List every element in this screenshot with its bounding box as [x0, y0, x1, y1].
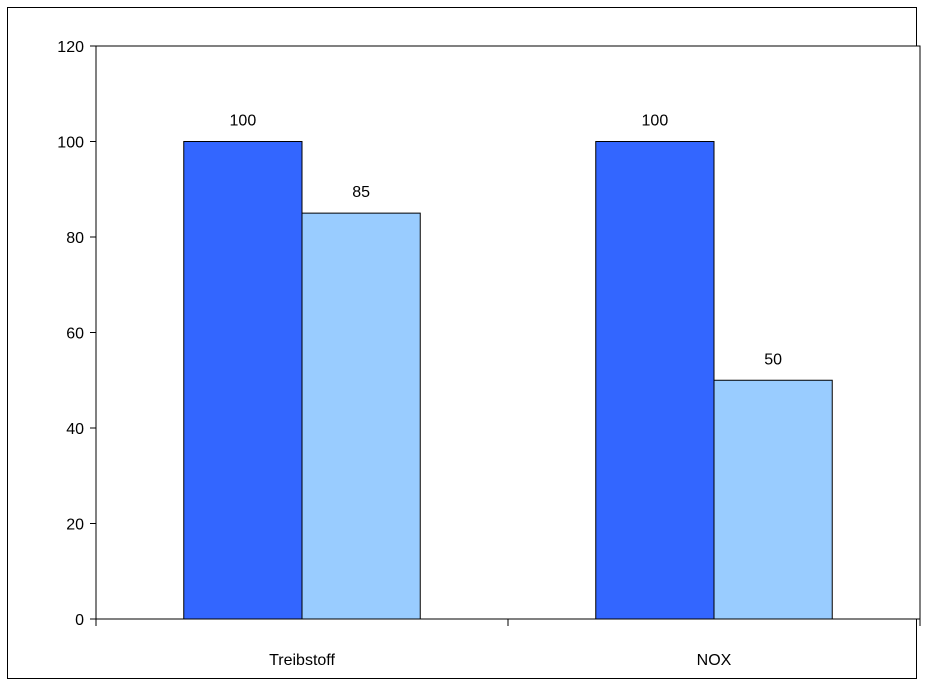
data-label: 85	[352, 184, 370, 201]
y-tick-label: 0	[75, 612, 84, 629]
data-label: 100	[230, 113, 257, 130]
y-tick-label: 20	[66, 517, 84, 534]
bar	[713, 379, 833, 620]
y-tick-label: 60	[66, 326, 84, 343]
bar	[595, 141, 715, 620]
y-tick-label: 40	[66, 421, 84, 438]
data-label: 50	[764, 351, 782, 368]
y-axis: 0 20 40 60 80 100 120	[57, 39, 96, 629]
x-tick-label: Treibstoff	[269, 652, 335, 669]
data-labels: 100 85 100 50	[230, 113, 783, 369]
x-axis: Treibstoff NOX	[95, 619, 921, 669]
y-tick-label: 120	[57, 39, 84, 56]
bars	[183, 141, 833, 620]
y-tick-label: 80	[66, 230, 84, 247]
bar	[301, 212, 421, 620]
x-tick-label: NOX	[697, 652, 732, 669]
data-label: 100	[642, 113, 669, 130]
y-tick-label: 100	[57, 135, 84, 152]
bar	[183, 141, 303, 620]
